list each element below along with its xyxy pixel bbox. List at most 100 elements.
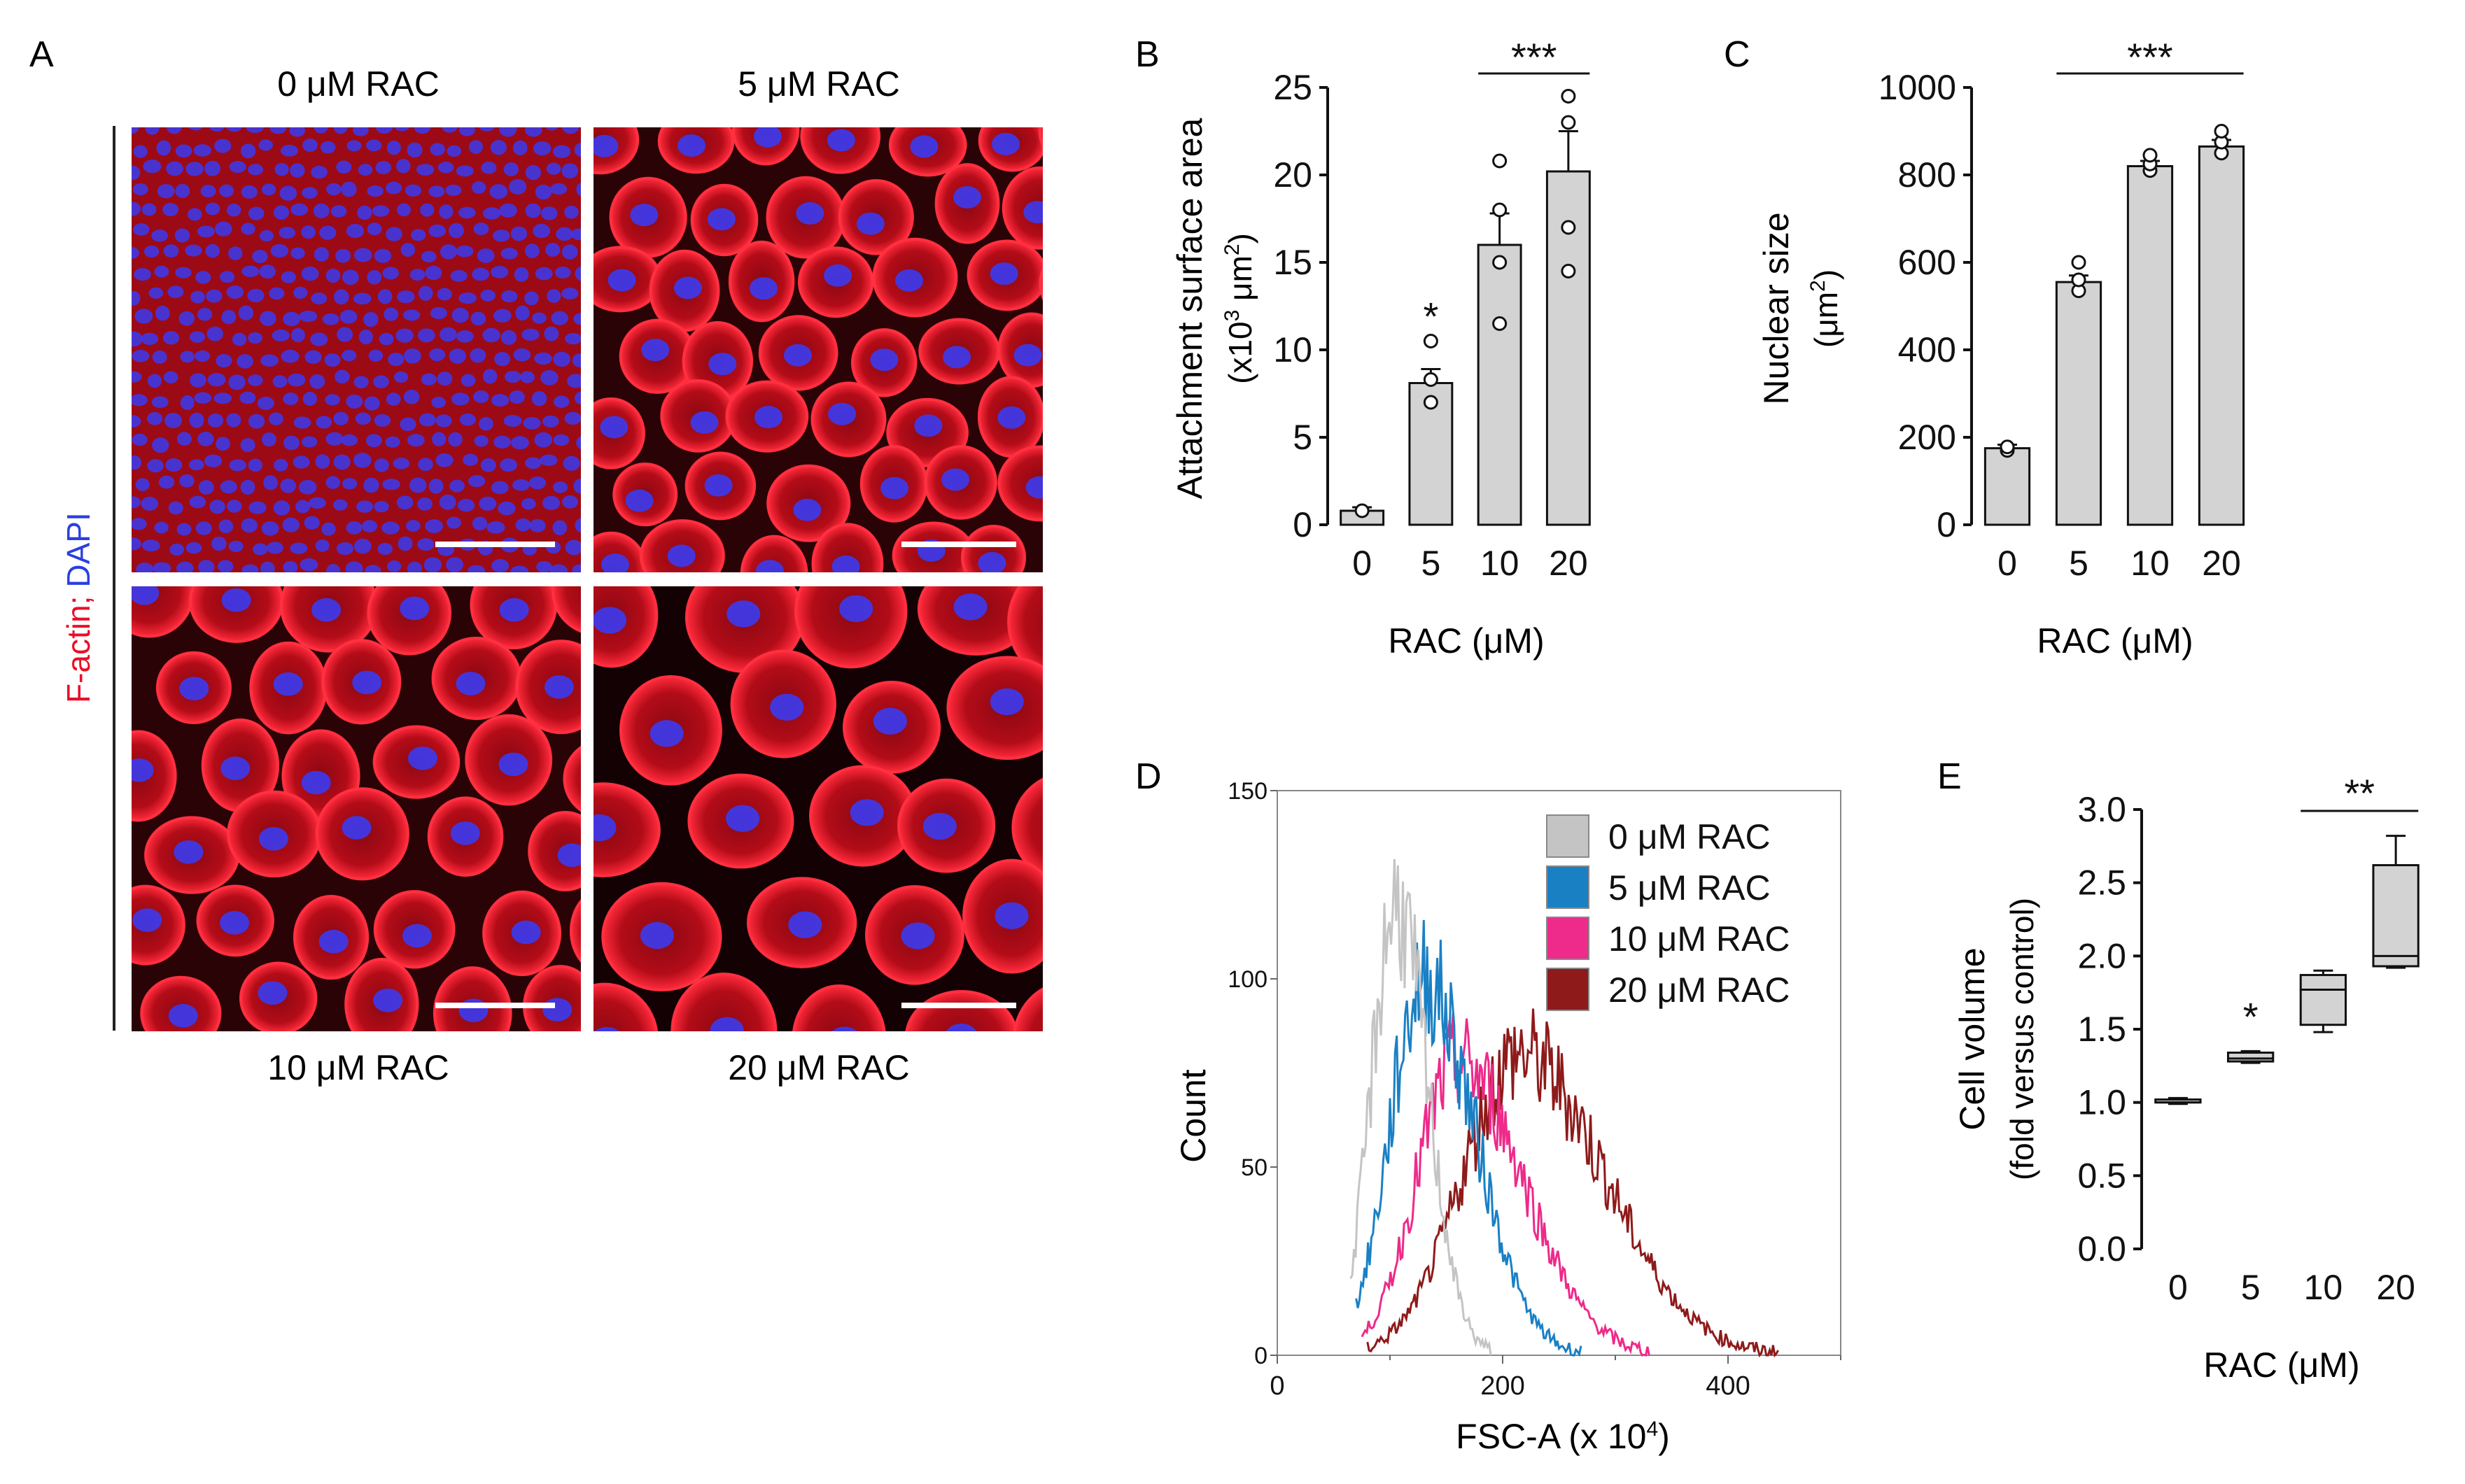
nucleus xyxy=(248,458,262,472)
nucleus xyxy=(561,244,578,260)
nucleus xyxy=(366,434,382,448)
nucleus xyxy=(449,348,466,364)
nucleus xyxy=(373,989,403,1012)
nucleus xyxy=(386,393,401,406)
d-x-tick-label: 400 xyxy=(1706,1371,1750,1401)
cell xyxy=(1049,514,1115,593)
b-x-tick-label: 20 xyxy=(1549,544,1588,583)
micrograph-10-cells xyxy=(132,586,581,1031)
nucleus xyxy=(553,395,570,408)
nucleus xyxy=(311,165,328,179)
nucleus xyxy=(302,391,318,406)
d-legend-swatch xyxy=(1546,968,1589,1011)
nucleus xyxy=(407,746,437,770)
nucleus xyxy=(363,311,379,327)
d-xlabel-close: ) xyxy=(1658,1417,1670,1456)
nucleus xyxy=(1013,344,1042,367)
panel-b: B Attachment surface area (x103 μm2) 0 5 1… xyxy=(1135,34,1591,660)
nucleus xyxy=(260,561,275,572)
nucleus xyxy=(594,814,617,842)
nucleus xyxy=(229,459,246,472)
nucleus xyxy=(132,165,141,181)
nucleus xyxy=(509,179,527,195)
nucleus xyxy=(141,539,160,552)
nucleus xyxy=(325,476,341,489)
nucleus xyxy=(326,183,342,196)
nucleus xyxy=(252,543,268,556)
nucleus xyxy=(451,307,469,323)
nucleus xyxy=(824,264,852,287)
nucleus xyxy=(248,374,263,386)
nucleus xyxy=(195,271,211,284)
nucleus xyxy=(258,981,288,1005)
nucleus xyxy=(252,250,268,264)
nucleus xyxy=(914,414,943,437)
c-data-point xyxy=(2071,255,2086,270)
nucleus xyxy=(152,350,167,364)
nucleus xyxy=(167,285,184,299)
nucleus xyxy=(403,309,421,321)
e-y-tick-label: 0.0 xyxy=(2077,1229,2126,1269)
nucleus xyxy=(542,998,573,1022)
nucleus xyxy=(372,205,390,217)
nucleus xyxy=(346,224,365,239)
nucleus xyxy=(267,542,283,554)
nucleus xyxy=(1061,120,1089,143)
nucleus xyxy=(439,494,456,510)
nucleus xyxy=(311,292,328,305)
nucleus xyxy=(524,243,540,259)
nucleus xyxy=(375,127,393,134)
nucleus xyxy=(594,607,627,634)
nucleus xyxy=(301,770,331,795)
nucleus xyxy=(459,127,475,136)
nucleus xyxy=(155,305,170,321)
nucleus xyxy=(353,292,372,305)
e-x-tick-label: 20 xyxy=(2376,1268,2415,1307)
nucleus xyxy=(553,434,570,446)
micrograph-0-cells xyxy=(132,127,581,572)
nucleus xyxy=(195,350,211,362)
nucleus xyxy=(148,287,164,299)
nucleus xyxy=(856,212,885,235)
nucleus xyxy=(1023,201,1043,224)
nucleus xyxy=(190,290,205,304)
nucleus xyxy=(167,127,182,134)
nucleus xyxy=(352,127,369,136)
nucleus xyxy=(472,267,489,281)
nucleus xyxy=(308,497,326,509)
nucleus xyxy=(473,390,489,403)
nucleus xyxy=(667,544,696,567)
micrograph-10-um xyxy=(132,586,581,1031)
nucleus xyxy=(458,998,489,1022)
nucleus xyxy=(468,140,483,154)
stain-legend-separator: ; xyxy=(60,596,97,605)
cell xyxy=(528,811,581,892)
b-data-point xyxy=(1492,202,1508,218)
nucleus xyxy=(423,557,442,572)
nucleus xyxy=(322,313,339,325)
nucleus xyxy=(546,162,561,175)
nucleus xyxy=(470,348,486,363)
nucleus xyxy=(439,204,454,219)
nucleus xyxy=(504,371,521,383)
nucleus xyxy=(1057,1024,1090,1050)
nucleus xyxy=(418,285,433,301)
nucleus xyxy=(206,326,223,341)
nucleus xyxy=(479,417,493,431)
nucleus xyxy=(185,542,202,554)
nucleus xyxy=(269,412,283,425)
nucleus xyxy=(205,202,220,215)
micrograph-label-5: 5 μM RAC xyxy=(738,64,900,104)
b-data-point xyxy=(1423,334,1438,348)
b-y-tick-label: 20 xyxy=(1273,155,1312,195)
nucleus xyxy=(409,269,426,281)
nucleus xyxy=(445,184,462,196)
d-legend-label: 20 μM RAC xyxy=(1608,970,1790,1010)
nucleus xyxy=(400,417,416,432)
nucleus xyxy=(477,248,495,263)
nucleus xyxy=(521,328,540,341)
nucleus xyxy=(366,139,382,152)
nucleus xyxy=(325,432,344,446)
nucleus xyxy=(430,306,447,320)
nucleus xyxy=(525,203,541,218)
